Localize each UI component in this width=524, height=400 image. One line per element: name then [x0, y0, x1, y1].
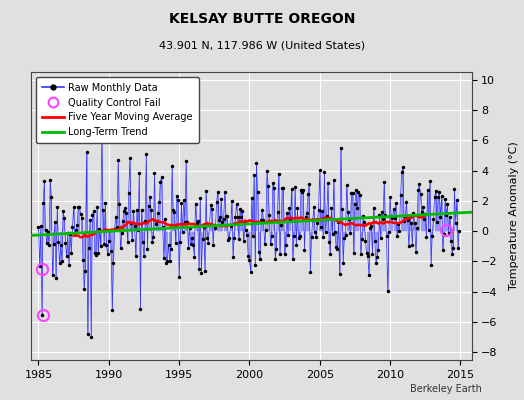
Text: Berkeley Earth: Berkeley Earth [410, 384, 482, 394]
Text: KELSAY BUTTE OREGON: KELSAY BUTTE OREGON [169, 12, 355, 26]
Y-axis label: Temperature Anomaly (°C): Temperature Anomaly (°C) [509, 142, 519, 290]
Text: 43.901 N, 117.986 W (United States): 43.901 N, 117.986 W (United States) [159, 40, 365, 50]
Legend: Raw Monthly Data, Quality Control Fail, Five Year Moving Average, Long-Term Tren: Raw Monthly Data, Quality Control Fail, … [36, 77, 199, 143]
